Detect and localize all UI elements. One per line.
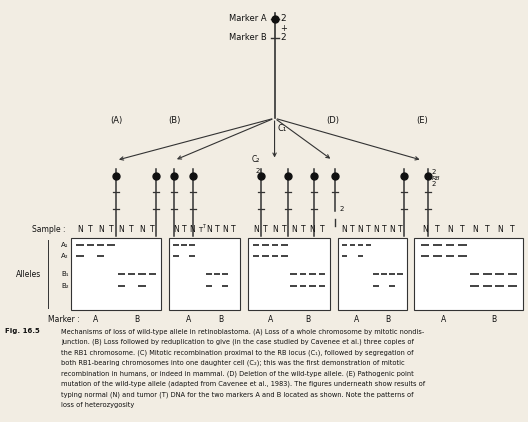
Text: N: N <box>139 225 145 235</box>
Text: Marker :: Marker : <box>48 315 79 324</box>
Text: N: N <box>173 225 179 235</box>
Text: N: N <box>118 225 124 235</box>
Text: C₁: C₁ <box>278 124 287 133</box>
Text: T: T <box>129 225 134 235</box>
Text: T: T <box>263 225 268 235</box>
Text: 2: 2 <box>280 33 286 43</box>
Bar <box>248 238 330 310</box>
Text: N: N <box>190 225 195 235</box>
Text: T: T <box>150 225 155 235</box>
Text: N: N <box>422 225 428 235</box>
Text: N: N <box>342 225 347 235</box>
Text: 2: 2 <box>432 181 436 187</box>
Text: the RB1 chromosome. (C) Mitotic recombination proximal to the RB locus (C₁), fol: the RB1 chromosome. (C) Mitotic recombin… <box>61 349 413 356</box>
Text: N: N <box>497 225 503 235</box>
Text: A: A <box>354 315 359 324</box>
Text: N: N <box>291 225 297 235</box>
Text: mutation of the wild-type allele (adapted from Cavenee et al., 1983). The figure: mutation of the wild-type allele (adapte… <box>61 381 425 387</box>
Text: A: A <box>441 315 446 324</box>
Text: B: B <box>491 315 496 324</box>
Bar <box>169 238 240 310</box>
Text: N: N <box>389 225 395 235</box>
Text: B: B <box>219 315 223 324</box>
Text: T: T <box>350 225 355 235</box>
Text: B: B <box>305 315 310 324</box>
Text: Alleles: Alleles <box>16 270 42 279</box>
Text: T: T <box>382 225 386 235</box>
Text: T: T <box>88 225 93 235</box>
Text: recombination in humans, or indeed in mammal. (D) Deletion of the wild-type alle: recombination in humans, or indeed in ma… <box>61 370 413 377</box>
Text: N: N <box>98 225 103 235</box>
Text: N: N <box>472 225 478 235</box>
Text: T: T <box>199 227 203 233</box>
Text: A: A <box>268 315 273 324</box>
Text: N: N <box>373 225 379 235</box>
Text: N: N <box>253 225 259 235</box>
Text: both RB1-bearing chromosomes into one daughter cell (C₂); this was the first dem: both RB1-bearing chromosomes into one da… <box>61 360 404 366</box>
Text: T: T <box>182 225 186 235</box>
Text: A: A <box>185 315 191 324</box>
Text: +: + <box>280 24 287 33</box>
Text: typing normal (N) and tumor (T) DNA for the two markers A and B located as shown: typing normal (N) and tumor (T) DNA for … <box>61 391 413 398</box>
Text: N: N <box>272 225 278 235</box>
Text: T: T <box>282 225 287 235</box>
Text: N: N <box>310 225 316 235</box>
Text: B₂: B₂ <box>61 283 69 289</box>
Text: T: T <box>202 225 205 230</box>
Text: 2: 2 <box>280 14 286 24</box>
Text: N: N <box>77 225 83 235</box>
Text: 2: 2 <box>432 169 436 176</box>
Text: B: B <box>134 315 139 324</box>
Text: Mechanisms of loss of wild-type allele in retinoblastoma. (A) Loss of a whole ch: Mechanisms of loss of wild-type allele i… <box>61 328 424 335</box>
Text: A₂: A₂ <box>61 253 69 259</box>
Text: N: N <box>447 225 453 235</box>
Text: B: B <box>385 315 391 324</box>
Text: RB: RB <box>432 176 440 181</box>
Text: Fig. 16.5: Fig. 16.5 <box>5 328 40 334</box>
Text: loss of heterozygosity: loss of heterozygosity <box>61 402 134 408</box>
Text: T: T <box>435 225 440 235</box>
Text: T: T <box>460 225 465 235</box>
Text: T: T <box>510 225 514 235</box>
Text: N: N <box>357 225 363 235</box>
Text: B₁: B₁ <box>61 271 69 277</box>
Bar <box>71 238 161 310</box>
Text: junction. (B) Loss followed by reduplication to give (in the case studied by Cav: junction. (B) Loss followed by reduplica… <box>61 339 413 345</box>
Bar <box>414 238 523 310</box>
Text: T: T <box>109 225 114 235</box>
Text: Marker B: Marker B <box>229 33 267 43</box>
Text: T: T <box>398 225 402 235</box>
Text: (B): (B) <box>168 116 181 125</box>
Text: Marker A: Marker A <box>229 14 267 24</box>
Text: N: N <box>222 225 228 235</box>
Text: T: T <box>231 225 235 235</box>
Text: C₂: C₂ <box>252 155 260 164</box>
Text: N: N <box>206 225 212 235</box>
Text: Sample :: Sample : <box>33 225 66 235</box>
Text: (A): (A) <box>110 116 122 125</box>
Text: (D): (D) <box>326 116 339 125</box>
Text: 2: 2 <box>256 168 260 174</box>
Text: T: T <box>485 225 489 235</box>
Text: 2: 2 <box>340 206 344 212</box>
Text: A₁: A₁ <box>61 242 69 248</box>
Text: T: T <box>301 225 306 235</box>
Text: T: T <box>320 225 324 235</box>
Text: T: T <box>214 225 219 235</box>
Text: A: A <box>93 315 98 324</box>
Bar <box>338 238 407 310</box>
Text: (E): (E) <box>417 116 428 125</box>
Text: T: T <box>366 225 371 235</box>
